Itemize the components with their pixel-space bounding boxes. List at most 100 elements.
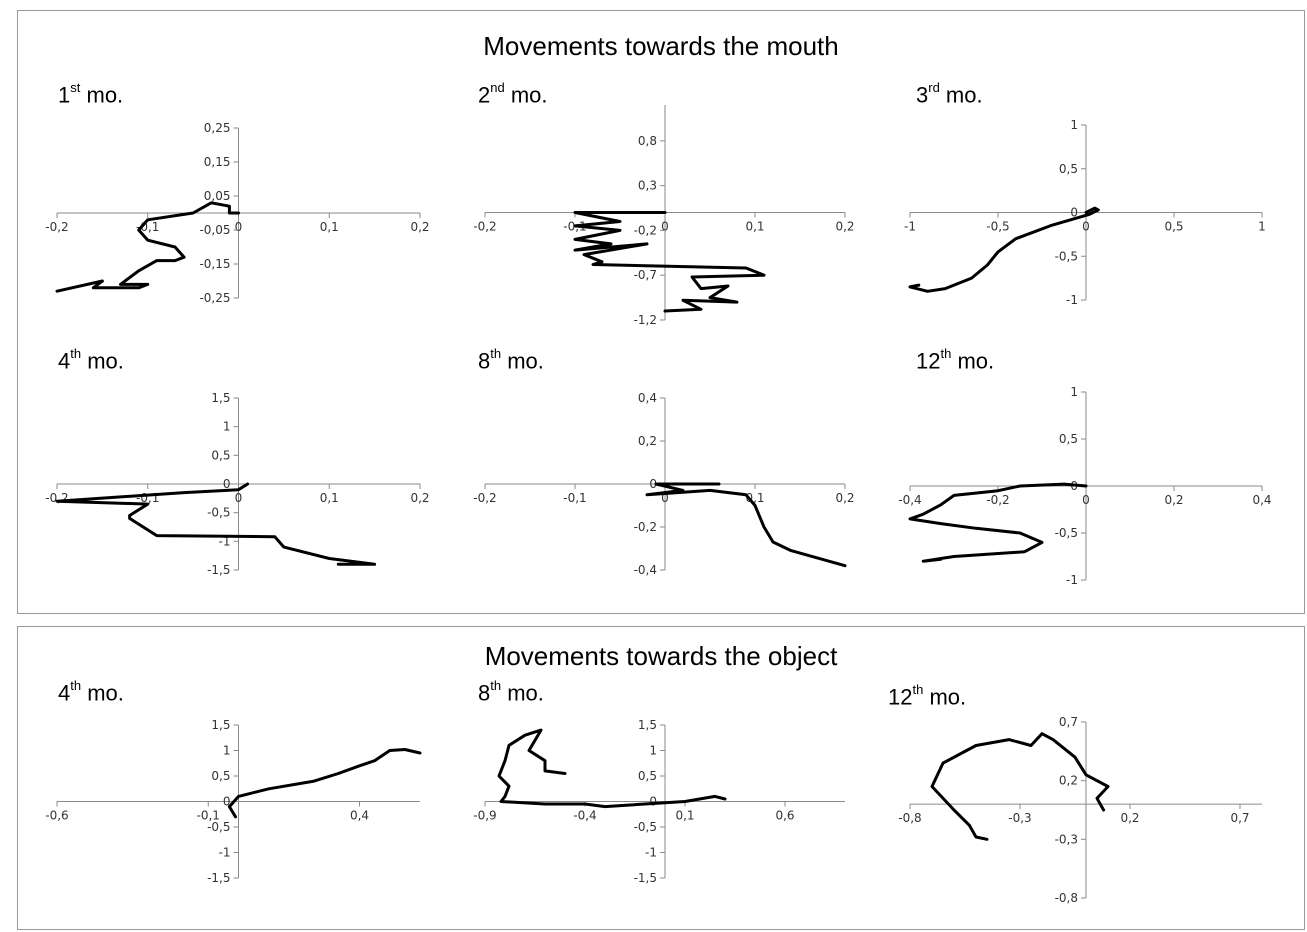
plot-label: 12th mo. xyxy=(916,346,995,374)
plot-label-number: 4 xyxy=(58,680,71,706)
x-tick-label: 0 xyxy=(661,491,669,505)
x-tick-label: 0,4 xyxy=(350,809,369,823)
trajectory-line xyxy=(497,728,727,809)
y-tick-label: -0,25 xyxy=(199,291,230,305)
y-tick-label: 0 xyxy=(1070,206,1078,220)
plot-label-unit: mo. xyxy=(951,348,995,374)
x-tick-label: -0,6 xyxy=(45,809,68,823)
plot-4: -0,2 -0,1 0 0,1 0,2-0,4-0,200,20,4 xyxy=(473,391,854,577)
y-tick-label: -1 xyxy=(219,846,231,860)
plot-label-ordinal: th xyxy=(490,678,502,693)
x-tick-label: 0,2 xyxy=(835,220,854,234)
x-tick-label: 0,4 xyxy=(1252,493,1271,507)
x-tick-label: 1 xyxy=(1258,220,1266,234)
y-tick-label: -0,15 xyxy=(199,257,230,271)
x-tick-label: -0,1 xyxy=(197,809,220,823)
plot-label-number: 8 xyxy=(478,680,491,706)
y-tick-label: -0,5 xyxy=(634,820,657,834)
y-tick-label: 1 xyxy=(223,420,231,434)
plot-label-unit: mo. xyxy=(81,348,124,374)
x-tick-label: -0,2 xyxy=(473,220,496,234)
y-tick-label: -1,5 xyxy=(207,871,230,885)
y-tick-label: 0,2 xyxy=(638,434,657,448)
y-tick-label: 0,4 xyxy=(638,391,657,405)
y-tick-label: -1 xyxy=(1066,293,1078,307)
y-tick-label: 1 xyxy=(223,744,231,758)
x-tick-label: -0,9 xyxy=(473,809,496,823)
y-tick-label: -1,5 xyxy=(207,563,230,577)
plot-label-number: 12 xyxy=(888,684,913,710)
y-tick-label: 0,8 xyxy=(638,134,657,148)
x-tick-label: 0,2 xyxy=(410,491,429,505)
x-tick-label: 0,2 xyxy=(1164,493,1183,507)
x-tick-label: 0,1 xyxy=(320,491,339,505)
x-tick-label: -0,1 xyxy=(136,220,159,234)
plot-label-unit: mo. xyxy=(80,82,124,108)
y-tick-label: 1 xyxy=(1070,118,1078,132)
y-tick-label: -1,2 xyxy=(634,313,657,327)
x-tick-label: -0,4 xyxy=(573,809,596,823)
y-tick-label: -0,05 xyxy=(199,223,230,237)
y-tick-label: 0,3 xyxy=(638,179,657,193)
panel-title-object: Movements towards the object xyxy=(484,641,838,671)
x-tick-label: -0,3 xyxy=(1008,811,1031,825)
plot-label-number: 8 xyxy=(478,348,491,374)
x-tick-label: 0,6 xyxy=(775,809,794,823)
plot-7: -0,9 -0,4 0,1 0,6 -1,5 -1 -0,5 0 0,5 1 1,5 xyxy=(473,718,845,885)
x-tick-label: -0,4 xyxy=(898,493,921,507)
plot-label-ordinal: th xyxy=(490,346,502,361)
x-tick-label: 0 xyxy=(661,220,669,234)
y-tick-label: 0,5 xyxy=(211,448,230,462)
trajectory-line xyxy=(227,748,422,819)
y-tick-label: 0 xyxy=(223,795,231,809)
y-tick-label: -0,5 xyxy=(1055,526,1078,540)
y-tick-label: -1 xyxy=(219,534,231,548)
x-tick-label: -1 xyxy=(904,220,916,234)
y-tick-label: -0,5 xyxy=(207,820,230,834)
y-tick-label: 1 xyxy=(649,744,657,758)
y-tick-label: -1 xyxy=(645,846,657,860)
x-tick-label: 0,2 xyxy=(1120,811,1139,825)
plot-label-ordinal: st xyxy=(70,80,81,95)
x-tick-label: 0,1 xyxy=(675,809,694,823)
y-tick-label: 0 xyxy=(649,477,657,491)
x-tick-label: -0,2 xyxy=(473,491,496,505)
trajectory-line xyxy=(573,211,766,313)
x-tick-label: 0,7 xyxy=(1230,811,1249,825)
plot-label-ordinal: th xyxy=(70,346,82,361)
plot-5: -0,4 -0,2 0 0,2 0,4-1-0,500,51 xyxy=(898,385,1271,587)
x-tick-label: 0,5 xyxy=(1164,220,1183,234)
x-tick-label: 0 xyxy=(1082,220,1090,234)
plot-label: 2nd mo. xyxy=(478,80,548,108)
x-tick-label: 0,2 xyxy=(410,220,429,234)
x-tick-label: 0 xyxy=(235,491,243,505)
plot-label: 3rd mo. xyxy=(916,80,983,108)
y-tick-label: -0,5 xyxy=(1055,249,1078,263)
plot-label-unit: mo. xyxy=(923,684,967,710)
plot-2: -1 -0,5 0 0,5 1 -1 -0,5 0 0,5 1 xyxy=(904,118,1266,307)
y-tick-label: 0,15 xyxy=(204,155,231,169)
x-tick-label: 0 xyxy=(1082,493,1090,507)
y-tick-label: -0,2 xyxy=(634,223,657,237)
y-tick-label: 0,05 xyxy=(204,189,231,203)
y-tick-label: -0,3 xyxy=(1055,832,1078,846)
plot-label-ordinal: th xyxy=(70,678,82,693)
plot-label-number: 4 xyxy=(58,348,71,374)
plot-label-unit: mo. xyxy=(939,82,983,108)
x-tick-label: 0,1 xyxy=(320,220,339,234)
plot-1: -0,2 -0,1 0 0,1 0,2-1,2-0,7-0,20,30,8 xyxy=(473,105,855,327)
y-tick-label: -0,8 xyxy=(1055,891,1078,905)
plot-label-number: 3 xyxy=(916,82,929,108)
trajectory-line xyxy=(930,732,1110,841)
plot-label-unit: mo. xyxy=(501,680,544,706)
plot-8: -0,8 -0,3 0,2 0,7 -0,8 -0,3 0,2 0,7 xyxy=(898,715,1262,905)
y-tick-label: 0,2 xyxy=(1059,774,1078,788)
plot-label: 4th mo. xyxy=(58,678,124,706)
plot-label-ordinal: rd xyxy=(928,80,940,95)
plot-label-ordinal: th xyxy=(912,682,924,697)
plot-label: 8th mo. xyxy=(478,346,544,374)
x-tick-label: 0,2 xyxy=(835,491,854,505)
plot-label: 4th mo. xyxy=(58,346,124,374)
plot-label: 12th mo. xyxy=(888,682,967,710)
plot-label-number: 12 xyxy=(916,348,941,374)
